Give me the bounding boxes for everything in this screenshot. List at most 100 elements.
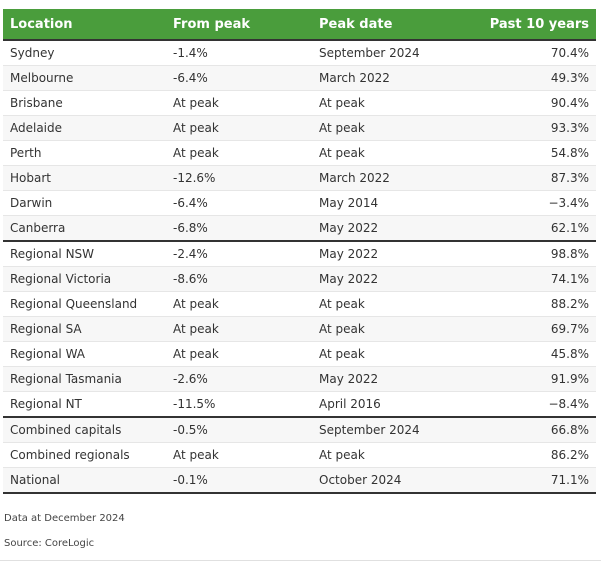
peak-date-cell: May 2014 bbox=[312, 190, 470, 216]
past-10-years-cell: 45.8% bbox=[470, 341, 596, 367]
past-10-years-cell: 87.3% bbox=[470, 165, 596, 191]
past-10-years-cell: 91.9% bbox=[470, 366, 596, 392]
table-row: Combined capitals -0.5% September 2024 66.8… bbox=[3, 417, 596, 443]
past-10-years-cell: 71.1% bbox=[470, 467, 596, 494]
location-cell: Perth bbox=[3, 140, 166, 166]
location-cell: Regional NT bbox=[3, 391, 166, 418]
from-peak-cell: -1.4% bbox=[166, 40, 312, 66]
data-date-note: Data at December 2024 bbox=[4, 513, 125, 524]
from-peak-cell: At peak bbox=[166, 316, 312, 342]
peak-date-cell: At peak bbox=[312, 90, 470, 116]
from-peak-cell: -6.4% bbox=[166, 190, 312, 216]
location-cell: Regional Tasmania bbox=[3, 366, 166, 392]
from-peak-cell: -0.5% bbox=[166, 417, 312, 443]
from-peak-cell: -0.1% bbox=[166, 467, 312, 494]
location-cell: Hobart bbox=[3, 165, 166, 191]
from-peak-cell: -11.5% bbox=[166, 391, 312, 418]
from-peak-cell: -6.4% bbox=[166, 65, 312, 91]
table-row: Regional WA At peak At peak 45.8% bbox=[3, 341, 596, 367]
table-body: Sydney -1.4% September 2024 70.4% Melbourne -… bbox=[3, 40, 596, 494]
from-peak-cell: -2.6% bbox=[166, 366, 312, 392]
table-row: Sydney -1.4% September 2024 70.4% bbox=[3, 40, 596, 66]
location-cell: Regional Victoria bbox=[3, 266, 166, 292]
table-row: Regional Queensland At peak At peak 88.2% bbox=[3, 291, 596, 317]
peak-date-cell: May 2022 bbox=[312, 241, 470, 267]
header-location: Location bbox=[3, 9, 166, 41]
location-cell: Canberra bbox=[3, 215, 166, 242]
header-past-10-years: Past 10 years bbox=[470, 9, 596, 41]
table-row: Regional Victoria -8.6% May 2022 74.1% bbox=[3, 266, 596, 292]
peak-date-cell: May 2022 bbox=[312, 215, 470, 242]
from-peak-cell: -12.6% bbox=[166, 165, 312, 191]
past-10-years-cell: 69.7% bbox=[470, 316, 596, 342]
from-peak-cell: At peak bbox=[166, 442, 312, 468]
table-row: Regional NSW -2.4% May 2022 98.8% bbox=[3, 241, 596, 267]
from-peak-cell: At peak bbox=[166, 90, 312, 116]
footer-divider bbox=[0, 560, 601, 561]
table-row: Darwin -6.4% May 2014 −3.4% bbox=[3, 190, 596, 216]
table-row: Melbourne -6.4% March 2022 49.3% bbox=[3, 65, 596, 91]
location-cell: Combined capitals bbox=[3, 417, 166, 443]
source-note: Source: CoreLogic bbox=[4, 538, 95, 549]
peak-date-cell: September 2024 bbox=[312, 40, 470, 66]
location-cell: Melbourne bbox=[3, 65, 166, 91]
from-peak-cell: At peak bbox=[166, 140, 312, 166]
peak-date-cell: At peak bbox=[312, 140, 470, 166]
location-cell: Regional NSW bbox=[3, 241, 166, 267]
location-cell: Regional SA bbox=[3, 316, 166, 342]
peak-date-cell: March 2022 bbox=[312, 165, 470, 191]
past-10-years-cell: −3.4% bbox=[470, 190, 596, 216]
location-cell: Regional WA bbox=[3, 341, 166, 367]
peak-date-cell: May 2022 bbox=[312, 366, 470, 392]
property-table: Location From peak Peak date Past 10 yea… bbox=[3, 9, 596, 494]
past-10-years-cell: 88.2% bbox=[470, 291, 596, 317]
peak-date-cell: At peak bbox=[312, 291, 470, 317]
past-10-years-cell: 62.1% bbox=[470, 215, 596, 242]
header-from-peak: From peak bbox=[166, 9, 312, 41]
from-peak-cell: At peak bbox=[166, 115, 312, 141]
past-10-years-cell: 70.4% bbox=[470, 40, 596, 66]
table-row: Combined regionals At peak At peak 86.2% bbox=[3, 442, 596, 468]
past-10-years-cell: 54.8% bbox=[470, 140, 596, 166]
location-cell: Sydney bbox=[3, 40, 166, 66]
from-peak-cell: At peak bbox=[166, 341, 312, 367]
location-cell: Regional Queensland bbox=[3, 291, 166, 317]
table-row: Regional SA At peak At peak 69.7% bbox=[3, 316, 596, 342]
peak-date-cell: At peak bbox=[312, 341, 470, 367]
past-10-years-cell: 90.4% bbox=[470, 90, 596, 116]
table-row: Brisbane At peak At peak 90.4% bbox=[3, 90, 596, 116]
past-10-years-cell: 66.8% bbox=[470, 417, 596, 443]
past-10-years-cell: 98.8% bbox=[470, 241, 596, 267]
past-10-years-cell: 86.2% bbox=[470, 442, 596, 468]
past-10-years-cell: 93.3% bbox=[470, 115, 596, 141]
table-row: Regional Tasmania -2.6% May 2022 91.9% bbox=[3, 366, 596, 392]
peak-date-cell: At peak bbox=[312, 442, 470, 468]
header-row: Location From peak Peak date Past 10 yea… bbox=[3, 9, 596, 41]
peak-date-cell: At peak bbox=[312, 316, 470, 342]
location-cell: Combined regionals bbox=[3, 442, 166, 468]
location-cell: National bbox=[3, 467, 166, 494]
from-peak-cell: -6.8% bbox=[166, 215, 312, 242]
table-row: National -0.1% October 2024 71.1% bbox=[3, 467, 596, 494]
peak-date-cell: October 2024 bbox=[312, 467, 470, 494]
peak-date-cell: At peak bbox=[312, 115, 470, 141]
table-header: Location From peak Peak date Past 10 yea… bbox=[3, 9, 596, 41]
location-cell: Darwin bbox=[3, 190, 166, 216]
table-row: Hobart -12.6% March 2022 87.3% bbox=[3, 165, 596, 191]
past-10-years-cell: 74.1% bbox=[470, 266, 596, 292]
location-cell: Brisbane bbox=[3, 90, 166, 116]
from-peak-cell: -2.4% bbox=[166, 241, 312, 267]
table-row: Perth At peak At peak 54.8% bbox=[3, 140, 596, 166]
from-peak-cell: -8.6% bbox=[166, 266, 312, 292]
header-peak-date: Peak date bbox=[312, 9, 470, 41]
peak-date-cell: May 2022 bbox=[312, 266, 470, 292]
from-peak-cell: At peak bbox=[166, 291, 312, 317]
table-row: Regional NT -11.5% April 2016 −8.4% bbox=[3, 391, 596, 418]
table-row: Canberra -6.8% May 2022 62.1% bbox=[3, 215, 596, 242]
location-cell: Adelaide bbox=[3, 115, 166, 141]
peak-date-cell: April 2016 bbox=[312, 391, 470, 418]
peak-date-cell: September 2024 bbox=[312, 417, 470, 443]
past-10-years-cell: 49.3% bbox=[470, 65, 596, 91]
past-10-years-cell: −8.4% bbox=[470, 391, 596, 418]
